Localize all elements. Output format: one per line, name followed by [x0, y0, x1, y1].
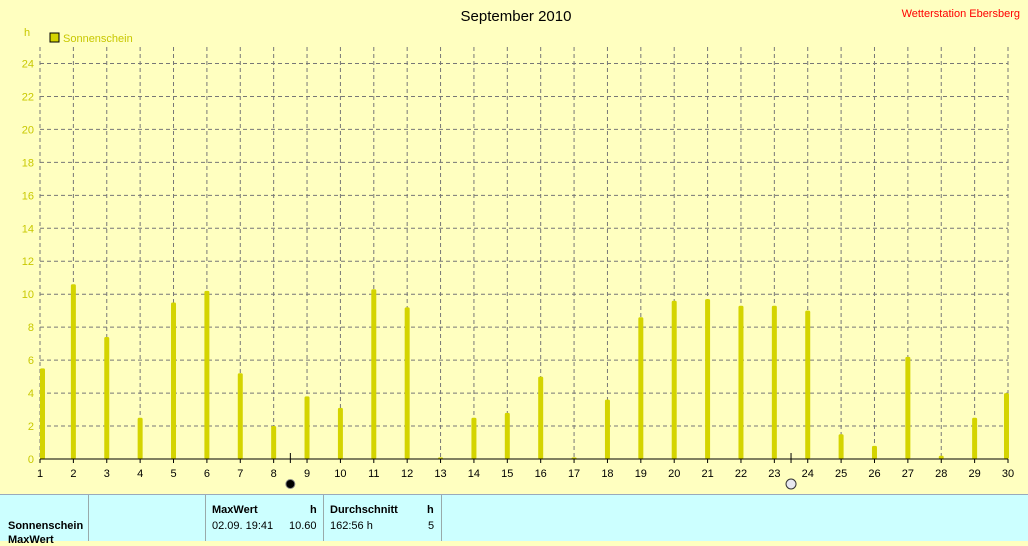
x-tick-label: 23	[768, 468, 780, 480]
y-tick-label: 6	[28, 355, 34, 367]
bar	[871, 445, 877, 459]
y-tick-label: 14	[22, 223, 34, 235]
avg-value: 162:56 h	[330, 520, 373, 532]
y-tick-label: 20	[22, 124, 34, 136]
x-tick-label: 21	[701, 468, 713, 480]
x-tick-label: 26	[868, 468, 880, 480]
x-tick-label: 16	[535, 468, 547, 480]
legend-label: Sonnenschein	[63, 33, 133, 45]
x-tick-label: 5	[170, 468, 176, 480]
grid	[39, 47, 1009, 459]
bar	[171, 302, 177, 459]
bar	[604, 399, 610, 459]
bar	[972, 417, 978, 459]
x-tick-label: 24	[802, 468, 814, 480]
y-tick-label: 16	[22, 190, 34, 202]
bar	[671, 300, 677, 459]
x-tick-label: 12	[401, 468, 413, 480]
x-tick-label: 8	[271, 468, 277, 480]
bars	[40, 284, 1009, 459]
x-tick-label: 19	[635, 468, 647, 480]
x-tick-label: 14	[468, 468, 480, 480]
x-tick-label: 7	[237, 468, 243, 480]
bar	[137, 417, 143, 459]
bar	[638, 317, 644, 459]
y-tick-label: 22	[22, 91, 34, 103]
column-divider	[441, 495, 442, 541]
bar	[805, 310, 811, 459]
avg-unit: h	[427, 504, 434, 516]
y-tick-label: 18	[22, 157, 34, 169]
chart: September 2010 Wetterstation Ebersberg h…	[22, 8, 1020, 490]
bar	[271, 426, 277, 459]
x-tick-label: 9	[304, 468, 310, 480]
bar	[471, 417, 477, 459]
x-tick-label: 10	[334, 468, 346, 480]
x-tick-label: 30	[1002, 468, 1014, 480]
new-moon-icon	[285, 479, 296, 489]
bar	[538, 376, 544, 459]
column-divider	[88, 495, 89, 541]
x-tick-label: 15	[501, 468, 513, 480]
moon-markers	[285, 453, 797, 490]
y-axis-unit: h	[24, 27, 30, 39]
max-time: 02.09. 19:41	[212, 520, 274, 532]
avg-header: Durchschnitt	[330, 504, 398, 516]
x-tick-label: 3	[104, 468, 110, 480]
x-tick-label: 11	[368, 468, 379, 480]
x-tick-label: 1	[37, 468, 43, 480]
bar	[905, 356, 911, 459]
y-tick-label: 2	[28, 421, 34, 433]
y-tick-label: 12	[22, 256, 34, 268]
chart-title: September 2010	[461, 8, 572, 25]
bar	[738, 305, 744, 459]
y-tick-label: 8	[28, 322, 34, 334]
column-divider	[323, 495, 324, 541]
bar	[838, 434, 844, 459]
bar	[1004, 393, 1009, 459]
x-tick-label: 27	[902, 468, 914, 480]
x-tick-label: 13	[434, 468, 446, 480]
max-value: 10.60	[289, 520, 317, 532]
station-name: Wetterstation Ebersberg	[902, 8, 1020, 20]
bar	[705, 299, 711, 459]
legend-swatch	[49, 32, 60, 43]
bar	[204, 290, 210, 459]
x-tick-label: 6	[204, 468, 210, 480]
bar	[40, 368, 45, 459]
y-tick-label: 24	[22, 58, 34, 70]
x-tick-label: 29	[968, 468, 980, 480]
bar	[104, 337, 110, 459]
max-unit: h	[310, 504, 317, 516]
y-tick-label: 10	[22, 289, 34, 301]
x-tick-label: 25	[835, 468, 847, 480]
bar	[771, 305, 777, 459]
x-tick-label: 28	[935, 468, 947, 480]
x-tick-label: 18	[601, 468, 613, 480]
full-moon-icon	[785, 478, 797, 490]
bar	[237, 373, 243, 459]
row-label-max: MaxWert	[8, 534, 54, 546]
stats-panel: MaxWert h Durchschnitt h Sonnenschein 02…	[0, 494, 1028, 546]
x-tick-label: 20	[668, 468, 680, 480]
column-divider	[205, 495, 206, 541]
bar	[938, 455, 944, 459]
y-tick-label: 0	[28, 454, 34, 466]
x-tick-label: 17	[568, 468, 580, 480]
x-tick-label: 4	[137, 468, 143, 480]
bar	[337, 407, 343, 459]
bar	[304, 396, 310, 459]
avg-count: 5	[428, 520, 435, 532]
max-header: MaxWert	[212, 504, 258, 516]
x-tick-label: 22	[735, 468, 747, 480]
bar	[70, 284, 76, 459]
row-label-sunshine: Sonnenschein	[8, 520, 84, 532]
bar	[504, 412, 510, 459]
bar	[404, 307, 410, 459]
y-tick-label: 4	[28, 388, 34, 400]
bar	[371, 289, 377, 459]
x-tick-label: 2	[70, 468, 76, 480]
